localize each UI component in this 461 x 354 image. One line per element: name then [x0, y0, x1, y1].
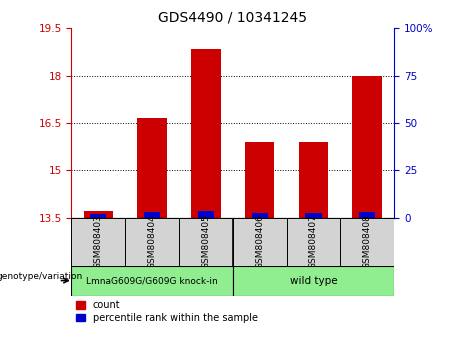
FancyBboxPatch shape — [287, 218, 340, 266]
Bar — [137, 118, 167, 218]
FancyBboxPatch shape — [233, 218, 287, 266]
Text: GSM808406: GSM808406 — [255, 214, 264, 269]
Text: genotype/variation: genotype/variation — [0, 272, 83, 280]
Text: GSM808407: GSM808407 — [309, 214, 318, 269]
Bar — [83, 211, 113, 218]
Bar — [353, 76, 382, 218]
FancyBboxPatch shape — [71, 266, 233, 296]
Legend: count, percentile rank within the sample: count, percentile rank within the sample — [77, 301, 258, 323]
Text: GSM808408: GSM808408 — [363, 214, 372, 269]
FancyBboxPatch shape — [340, 218, 394, 266]
Title: GDS4490 / 10341245: GDS4490 / 10341245 — [158, 10, 307, 24]
Bar — [198, 211, 214, 218]
Bar — [359, 212, 375, 218]
Bar — [144, 212, 160, 218]
Text: LmnaG609G/G609G knock-in: LmnaG609G/G609G knock-in — [86, 276, 218, 285]
Text: wild type: wild type — [290, 275, 337, 286]
Bar — [90, 214, 106, 218]
Bar — [245, 142, 274, 218]
Bar — [252, 213, 268, 218]
Text: GSM808405: GSM808405 — [201, 214, 210, 269]
Bar — [305, 213, 322, 218]
FancyBboxPatch shape — [125, 218, 179, 266]
FancyBboxPatch shape — [71, 218, 125, 266]
Text: GSM808403: GSM808403 — [94, 214, 103, 269]
Bar — [299, 142, 328, 218]
FancyBboxPatch shape — [179, 218, 233, 266]
FancyBboxPatch shape — [233, 266, 394, 296]
Text: GSM808404: GSM808404 — [148, 214, 157, 269]
Bar — [191, 49, 221, 218]
